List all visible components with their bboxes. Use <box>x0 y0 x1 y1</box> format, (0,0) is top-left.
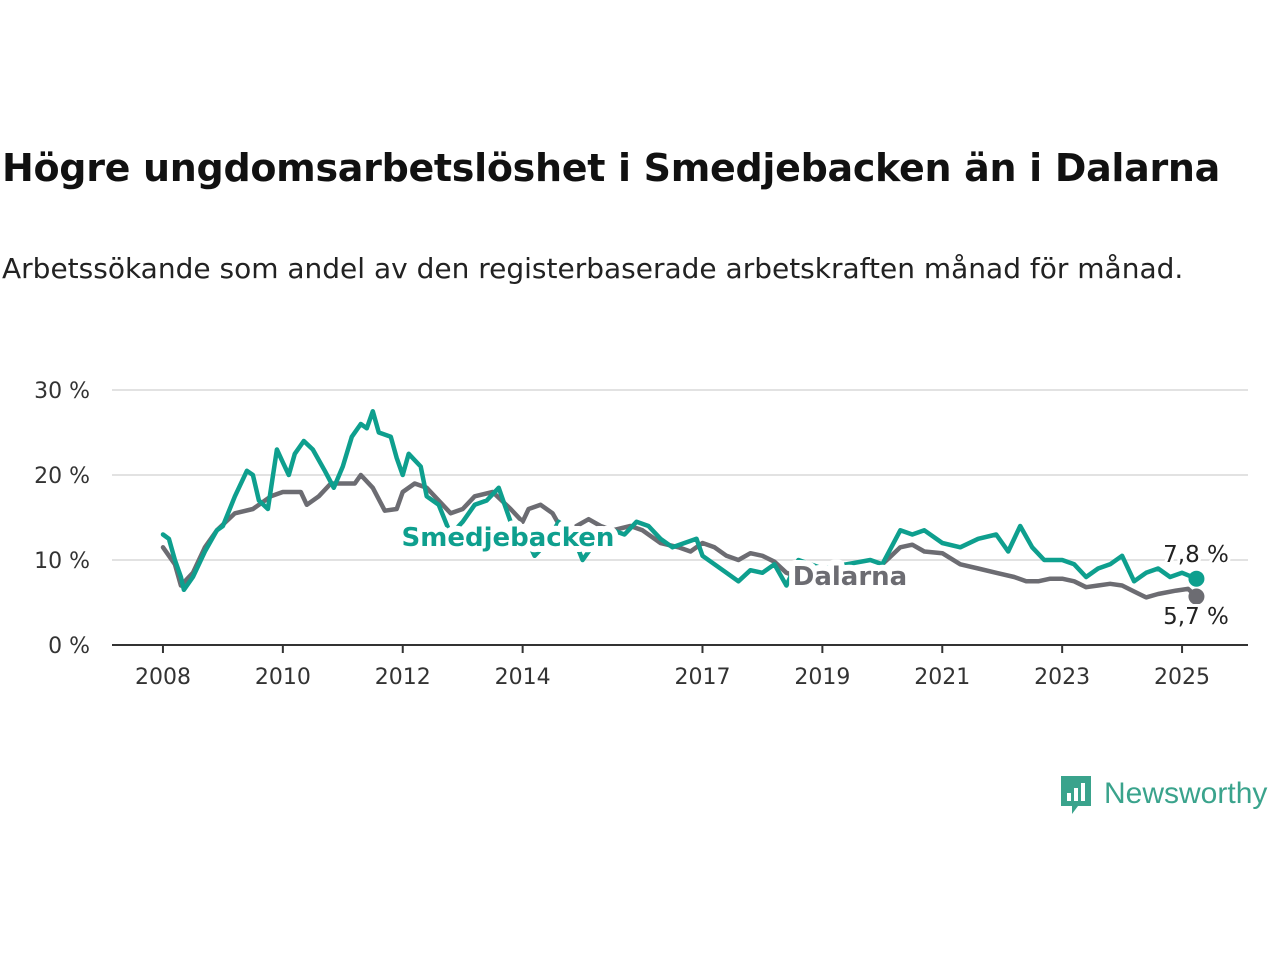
x-tick-label: 2010 <box>255 665 311 690</box>
x-tick-label: 2008 <box>135 665 191 690</box>
x-tick-label: 2014 <box>495 665 551 690</box>
newsworthy-logo-icon <box>1061 776 1091 814</box>
y-tick-label: 0 % <box>48 634 90 659</box>
chart-subtitle: Arbetssökande som andel av den registerb… <box>2 252 1184 285</box>
series-end-marker-smedjebacken <box>1188 570 1205 587</box>
series-label-smedjebacken: Smedjebacken <box>402 523 615 553</box>
y-tick-label: 10 % <box>34 549 90 574</box>
x-tick-label: 2021 <box>914 665 970 690</box>
x-tick-label: 2017 <box>674 665 730 690</box>
newsworthy-brand-name: Newsworthy <box>1104 777 1268 810</box>
end-value-label-smedjebacken: 7,8 % <box>1163 542 1229 568</box>
series-line-smedjebacken <box>160 409 1199 593</box>
series-labels: Smedjebacken Dalarna 7,8 % 5,7 % <box>396 517 1232 633</box>
chart-title: Högre ungdomsarbetslöshet i Smedjebacken… <box>2 146 1221 190</box>
end-value-label-dalarna: 5,7 % <box>1163 604 1229 630</box>
series-label-dalarna: Dalarna <box>793 562 907 592</box>
y-tick-label: 20 % <box>34 464 90 489</box>
grid-lines <box>112 389 1248 646</box>
y-axis-ticks: 0 % 10 % 20 % 30 % <box>34 379 90 659</box>
series-line-dalarna <box>160 472 1199 600</box>
series-lines <box>160 409 1205 605</box>
newsworthy-logo[interactable]: Newsworthy <box>1058 772 1267 816</box>
y-tick-label: 30 % <box>34 379 90 404</box>
x-tick-label: 2019 <box>794 665 850 690</box>
x-tick-label: 2025 <box>1154 665 1210 690</box>
line-chart: 0 % 10 % 20 % 30 % 2008 2010 2012 2014 2017 2019… <box>34 379 1248 690</box>
x-tick-label: 2023 <box>1034 665 1090 690</box>
series-end-marker-dalarna <box>1188 588 1205 605</box>
x-axis-ticks: 2008 2010 2012 2014 2017 2019 2021 2023 2025 <box>135 645 1210 690</box>
x-tick-label: 2012 <box>375 665 431 690</box>
